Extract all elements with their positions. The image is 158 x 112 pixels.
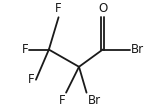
Text: Br: Br xyxy=(88,94,101,107)
Text: F: F xyxy=(58,94,65,107)
Text: F: F xyxy=(28,73,35,86)
Text: O: O xyxy=(98,2,107,15)
Text: F: F xyxy=(22,43,28,56)
Text: F: F xyxy=(55,2,62,15)
Text: Br: Br xyxy=(131,43,144,56)
